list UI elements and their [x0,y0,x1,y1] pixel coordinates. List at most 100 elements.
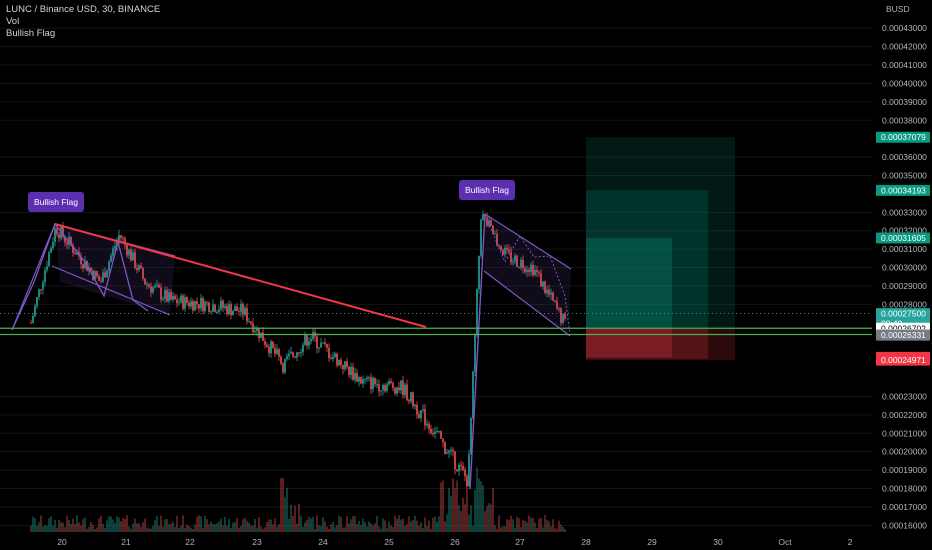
price-tag[interactable]: 0.00037079 [876,131,930,143]
candle-body [332,356,334,359]
volume-bar [80,525,82,532]
candle-body [498,245,500,247]
volume-bar [128,526,130,532]
volume-bar [130,528,132,532]
profit-zone-2[interactable] [586,190,708,329]
volume-bar [352,515,354,532]
currency-label: BUSD [886,4,910,14]
volume-bar [210,521,212,532]
candle-body [440,430,442,439]
volume-bar [254,518,256,532]
drawings[interactable] [0,213,872,490]
volume-bar [168,524,170,532]
indicator-label[interactable]: Bullish Flag [6,28,56,39]
candle-body [550,292,552,295]
candle-body [266,344,268,347]
price-tag[interactable]: 0.00026331 [876,329,930,341]
volume-bar [446,514,448,532]
bullish-flag-label-2[interactable]: Bullish Flag [459,180,515,200]
time-tick-label: 20 [57,537,67,547]
candle-body [562,314,564,323]
volume-bar [170,523,172,532]
volume-bar [394,515,396,532]
volume-bar [106,520,108,532]
volume-bar [78,522,80,532]
volume-bar [216,523,218,532]
volume-bar [192,528,194,532]
candle-body [128,249,130,256]
volume-bar [506,519,508,532]
candle-body [490,220,492,226]
candle-body [238,311,240,313]
candle-body [532,264,534,276]
candle-body [422,409,424,411]
loss-zone-2[interactable] [586,328,708,359]
candle-body [348,366,350,376]
price-axis[interactable]: 0.00043000 0.00042000 0.00041000 0.00040000… [876,23,930,530]
volume-bar [38,522,40,532]
flag1-pole[interactable] [11,222,149,331]
symbol-title[interactable]: LUNC / Binance USD, 30, BINANCE [6,4,161,15]
volume-bar [250,525,252,532]
loss-zone-3[interactable] [586,328,672,358]
volume-bar [214,524,216,532]
price-tag[interactable]: 0.00031605 [876,232,930,244]
volume-label[interactable]: Vol [6,16,20,27]
flag-channel-2[interactable] [484,214,571,334]
time-axis[interactable]: 20 21 22 23 24 25 26 27 28 29 30 Oct 2 [57,537,852,547]
price-tag-value: 0.00026331 [881,330,926,340]
volume-bar [154,520,156,532]
price-tag[interactable]: 0.00024971 [876,354,930,366]
volume-bar [316,515,318,532]
candle-body [242,303,244,315]
flag2-pole[interactable] [469,213,486,490]
volume-bar [458,505,460,532]
flag2-path[interactable] [484,213,571,335]
bullish-flag-label-1[interactable]: Bullish Flag [28,192,84,212]
candle-body [294,356,296,358]
candle-body [178,302,180,304]
position-zones[interactable] [586,137,735,361]
candle-body [534,270,536,276]
price-tag[interactable]: 0.00034193 [876,184,930,196]
candle-body [276,349,278,354]
volume-bar [230,528,232,532]
candle-body [44,270,46,283]
volume-bar [550,526,552,532]
candle-body [104,272,106,278]
flag1-pole-line[interactable] [11,223,56,331]
candle-body [390,381,392,383]
volume-bar [252,525,254,532]
volume-bar [326,526,328,532]
volume-bar [386,528,388,532]
profit-zone-1[interactable] [586,137,735,329]
volume-bar [338,515,340,532]
profit-zone-3[interactable] [586,238,672,329]
volume-bar [100,515,102,532]
price-tick-label: 0.00018000 [882,483,927,493]
price-tick-label: 0.00030000 [882,263,927,273]
volume-bar [482,485,484,532]
candle-body [412,392,414,407]
candle-body [444,442,446,454]
candle-body [234,306,236,312]
flag-channel-1[interactable] [55,224,175,315]
price-tick-label: 0.00016000 [882,520,927,530]
volume-bar [362,518,364,532]
candle-body [402,380,404,396]
red-trend-line[interactable] [54,223,427,328]
candle-body [410,392,412,402]
volume-bar [208,524,210,532]
candle-body [538,272,540,274]
volume-bar [340,516,342,532]
loss-zone-1[interactable] [586,328,735,361]
volume-bar [118,517,120,532]
candle-body [492,225,494,234]
candle-body [168,292,170,302]
flag2-upper[interactable] [484,213,572,270]
volume-bar [290,504,292,532]
flag2-lower[interactable] [483,270,571,337]
volume-bar [294,505,296,532]
flag1-lower[interactable] [51,265,171,316]
